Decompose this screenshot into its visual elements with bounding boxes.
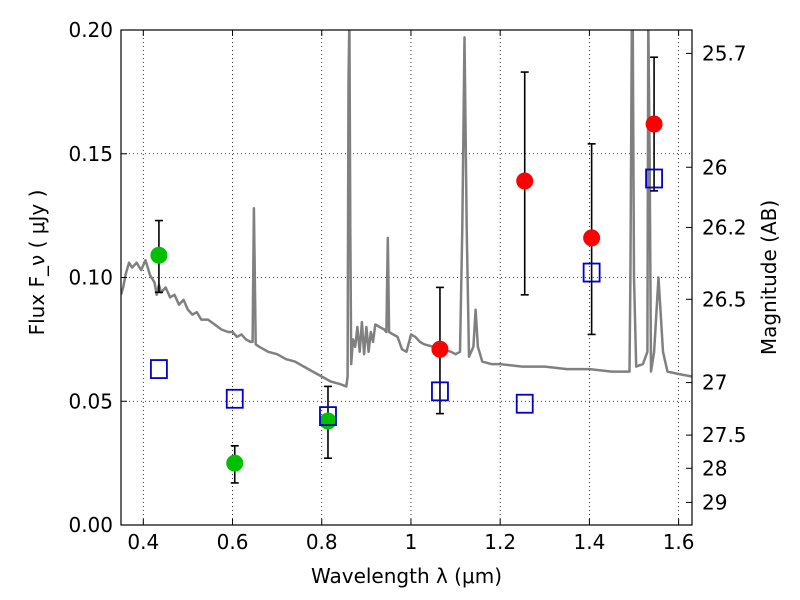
model-flux-square [431,381,449,402]
y-tick-label: 0.05 [68,389,113,413]
model-spectrum [121,30,692,388]
x-tick-label: 1.4 [573,530,605,554]
photometry-point [431,340,449,358]
x-tick-label: 1 [405,530,418,554]
model-flux-square [515,393,534,414]
model-flux-square [150,359,168,379]
model-flux-square [582,262,601,283]
mag-tick-label: 26 [702,155,727,179]
grid-lines [121,30,692,525]
error-bars [154,56,659,484]
y-tick-label: 0.10 [68,266,113,290]
mag-tick-label: 29 [702,490,727,514]
mag-tick-label: 25.7 [702,41,747,65]
mag-tick-label: 26.5 [702,287,747,311]
model-flux-square [645,168,663,189]
mag-tick-label: 28 [702,456,727,480]
model-flux-square [225,388,244,409]
data-points [150,115,663,472]
mag-tick-label: 26.2 [702,215,747,239]
x-tick-label: 0.8 [306,530,338,554]
photometry-point [645,115,663,133]
x-axis-label: Wavelength λ (μm) [311,564,502,588]
photometry-point [583,229,601,247]
model-flux-square [319,406,337,427]
photometry-point [319,412,337,430]
plot-frame [120,29,693,526]
y-axis-label-right: Magnitude (AB) [757,200,781,355]
x-tick-label: 1.6 [663,530,695,554]
y-tick-label: 0.15 [68,142,113,166]
photometry-point [516,172,534,190]
x-tick-label: 1.2 [484,530,516,554]
photometry-point [150,246,168,264]
y-tick-label: 0.20 [68,18,113,42]
mag-tick-label: 27.5 [702,423,747,447]
mag-tick-label: 27 [702,371,727,395]
y-tick-label: 0.00 [68,513,113,537]
x-tick-label: 0.6 [217,530,249,554]
y-axis-label-left: Flux F_ν ( μJy ) [25,190,49,336]
model-spectrum-line [121,30,692,388]
axis-ticks: 0.4 0.6 0.8 1 1.2 1.4 1.6 0.00 0.05 0.10 0.15 0.20 2… [68,18,746,554]
x-tick-label: 0.4 [127,530,159,554]
photometry-point [226,454,244,472]
